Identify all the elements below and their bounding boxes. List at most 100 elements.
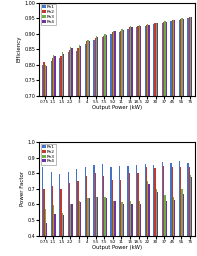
- Bar: [87, 40, 89, 96]
- Bar: [140, 205, 141, 236]
- Bar: [46, 66, 47, 96]
- Bar: [62, 52, 63, 96]
- Bar: [72, 48, 73, 96]
- Bar: [191, 17, 192, 96]
- Bar: [43, 189, 45, 236]
- Bar: [164, 195, 165, 236]
- Bar: [96, 36, 97, 96]
- Bar: [180, 19, 181, 96]
- Bar: [53, 55, 54, 96]
- Bar: [68, 52, 69, 96]
- Bar: [106, 198, 107, 236]
- Bar: [95, 38, 96, 96]
- Bar: [86, 41, 87, 96]
- Bar: [163, 22, 164, 96]
- Bar: [156, 189, 157, 236]
- Bar: [129, 27, 130, 96]
- Bar: [76, 51, 77, 96]
- Bar: [102, 164, 103, 236]
- Bar: [96, 197, 97, 236]
- Bar: [70, 47, 72, 96]
- Bar: [148, 25, 150, 96]
- Bar: [130, 201, 131, 236]
- Bar: [137, 26, 139, 96]
- Bar: [106, 35, 107, 96]
- Bar: [145, 26, 146, 96]
- Bar: [62, 213, 63, 236]
- Bar: [189, 167, 190, 236]
- Bar: [130, 26, 131, 96]
- Bar: [119, 32, 120, 96]
- Bar: [110, 34, 112, 96]
- Bar: [120, 30, 122, 96]
- Bar: [164, 21, 165, 96]
- Bar: [131, 27, 133, 96]
- Bar: [139, 201, 140, 236]
- Bar: [123, 205, 124, 236]
- Bar: [174, 200, 175, 236]
- Bar: [157, 192, 158, 236]
- Bar: [52, 58, 53, 96]
- Bar: [148, 184, 150, 236]
- Bar: [69, 183, 70, 236]
- Bar: [77, 181, 79, 236]
- Bar: [190, 17, 191, 96]
- Legend: Pn1, Pn2, Pn3, Pn4: Pn1, Pn2, Pn3, Pn4: [41, 4, 56, 25]
- Bar: [174, 20, 175, 96]
- Bar: [59, 58, 60, 96]
- Bar: [87, 198, 89, 236]
- Bar: [191, 176, 192, 236]
- X-axis label: Output Power (kW): Output Power (kW): [92, 245, 142, 250]
- Bar: [72, 205, 73, 236]
- Y-axis label: Efficiency: Efficiency: [17, 36, 22, 62]
- Legend: Pn1, Pn2, Pn3, Pn4: Pn1, Pn2, Pn3, Pn4: [41, 144, 56, 165]
- Bar: [70, 205, 72, 236]
- Bar: [103, 176, 104, 236]
- Bar: [89, 198, 90, 236]
- Bar: [190, 175, 191, 236]
- Bar: [76, 169, 77, 236]
- Bar: [45, 209, 46, 236]
- Bar: [179, 161, 180, 236]
- Bar: [154, 23, 156, 96]
- Bar: [63, 54, 64, 96]
- Bar: [68, 172, 69, 236]
- Bar: [137, 173, 139, 236]
- Bar: [114, 201, 115, 236]
- Bar: [162, 23, 163, 96]
- Bar: [136, 165, 137, 236]
- Bar: [165, 201, 167, 236]
- Y-axis label: Power Factor: Power Factor: [20, 171, 25, 207]
- Bar: [80, 46, 81, 96]
- Bar: [53, 205, 54, 236]
- Bar: [165, 22, 167, 96]
- Bar: [123, 30, 124, 96]
- Bar: [80, 202, 81, 236]
- Bar: [119, 166, 120, 236]
- Bar: [157, 23, 158, 96]
- Bar: [79, 201, 80, 236]
- Bar: [170, 21, 172, 96]
- Bar: [89, 41, 90, 96]
- Bar: [172, 20, 173, 96]
- Bar: [112, 180, 113, 236]
- Bar: [181, 189, 183, 236]
- Bar: [154, 168, 156, 236]
- Bar: [163, 166, 164, 236]
- Bar: [85, 44, 86, 96]
- Bar: [120, 180, 122, 236]
- Bar: [46, 223, 47, 236]
- Bar: [122, 202, 123, 236]
- Bar: [173, 197, 174, 236]
- Bar: [110, 167, 112, 236]
- Bar: [77, 48, 79, 96]
- Bar: [179, 20, 180, 96]
- Bar: [50, 172, 52, 236]
- Bar: [95, 173, 96, 236]
- Bar: [93, 40, 95, 96]
- Bar: [140, 26, 141, 96]
- Bar: [79, 45, 80, 96]
- Bar: [50, 61, 52, 96]
- Bar: [187, 163, 189, 236]
- Bar: [60, 56, 62, 96]
